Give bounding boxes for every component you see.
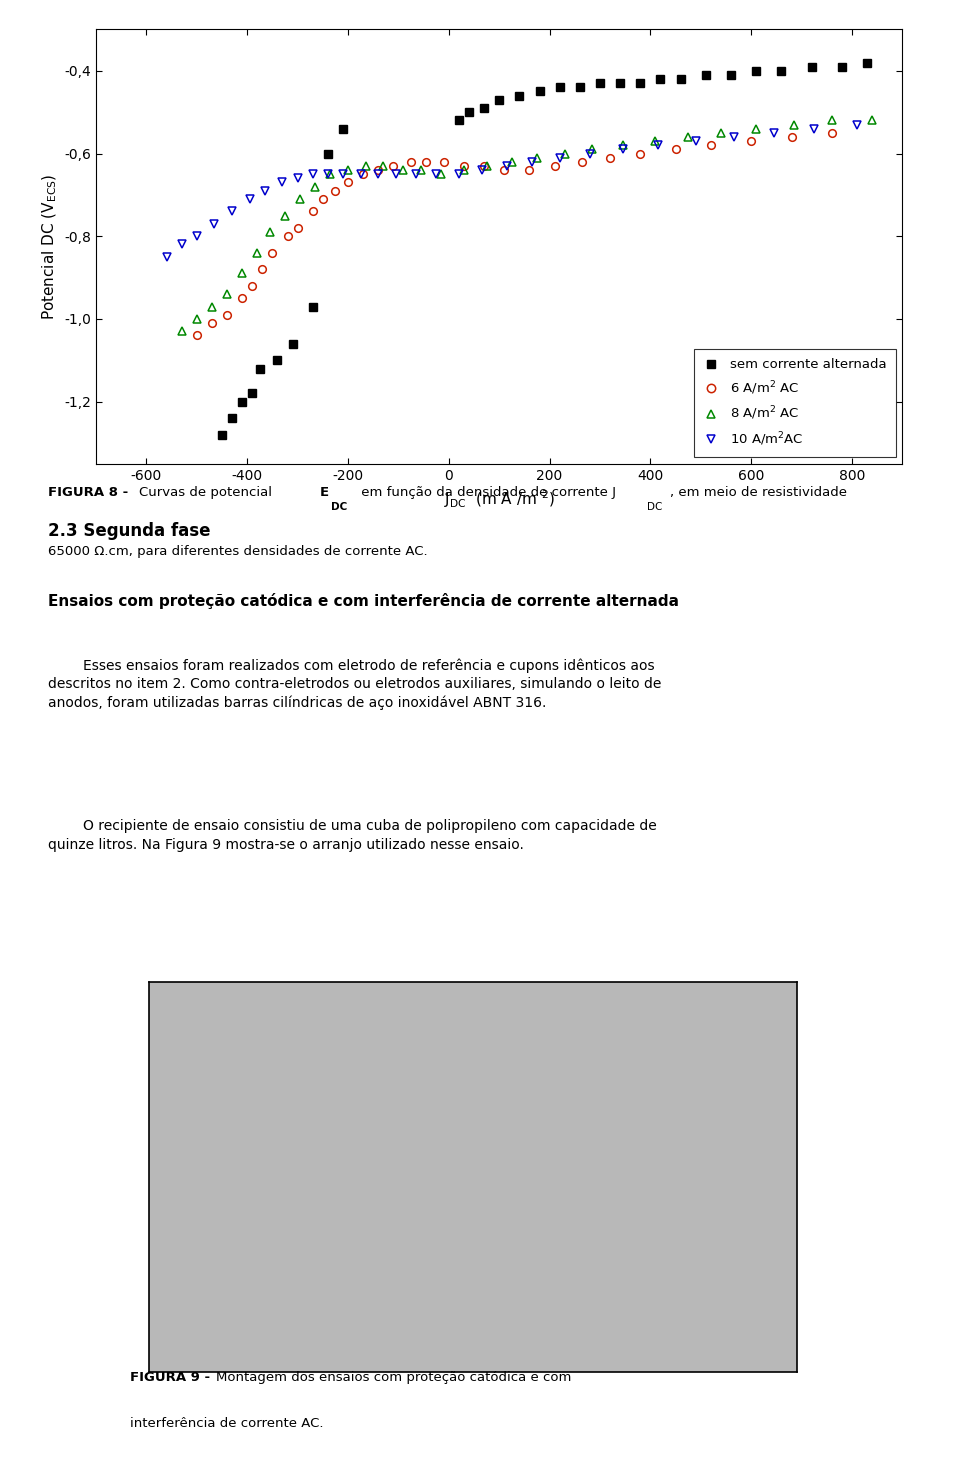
Text: 65000 Ω.cm, para diferentes densidades de corrente AC.: 65000 Ω.cm, para diferentes densidades d… — [48, 545, 427, 558]
Text: FIGURA 8 -: FIGURA 8 - — [48, 486, 132, 499]
Text: FIGURA 9 -: FIGURA 9 - — [131, 1370, 215, 1384]
Text: 2.3 Segunda fase: 2.3 Segunda fase — [48, 521, 210, 540]
Text: Esses ensaios foram realizados com eletrodo de referência e cupons idênticos aos: Esses ensaios foram realizados com eletr… — [48, 658, 661, 711]
Text: Montagem dos ensaios com proteção catódica e com: Montagem dos ensaios com proteção catódi… — [217, 1370, 572, 1384]
Text: E: E — [321, 486, 329, 499]
Text: interferência de corrente AC.: interferência de corrente AC. — [131, 1418, 324, 1431]
Text: DC: DC — [330, 502, 347, 512]
Text: Ensaios com proteção catódica e com interferência de corrente alternada: Ensaios com proteção catódica e com inte… — [48, 593, 679, 609]
Y-axis label: Potencial DC (V$_\mathregular{ECS}$): Potencial DC (V$_\mathregular{ECS}$) — [40, 174, 59, 319]
Text: em função da densidade de corrente J: em função da densidade de corrente J — [357, 486, 616, 499]
Text: , em meio de resistividade: , em meio de resistividade — [670, 486, 847, 499]
Legend: sem corrente alternada, 6 A/m$^{2}$ AC, 8 A/m$^{2}$ AC, 10 A/m$^{2}$AC: sem corrente alternada, 6 A/m$^{2}$ AC, … — [694, 349, 896, 458]
X-axis label: J$_\mathregular{DC}$  (m A /m $^2$): J$_\mathregular{DC}$ (m A /m $^2$) — [444, 489, 555, 509]
Text: DC: DC — [647, 502, 662, 512]
Text: O recipiente de ensaio consistiu de uma cuba de polipropileno com capacidade de
: O recipiente de ensaio consistiu de uma … — [48, 820, 657, 852]
Text: Curvas de potencial: Curvas de potencial — [139, 486, 276, 499]
